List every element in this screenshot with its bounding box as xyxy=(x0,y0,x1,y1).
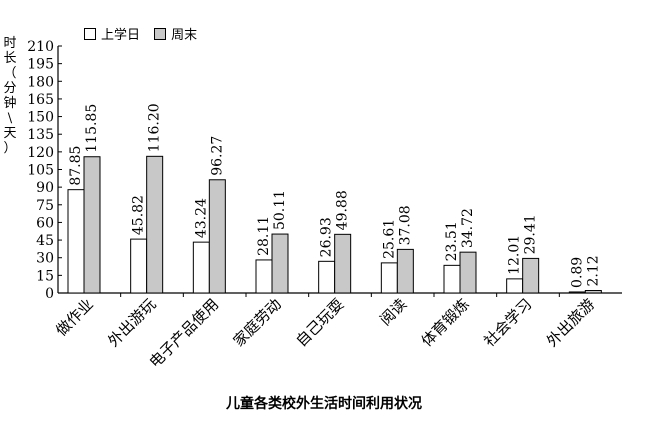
data-label-weekend-4: 49.88 xyxy=(335,190,351,230)
y-axis-label-char: 长 xyxy=(3,51,17,66)
bar-weekend-8 xyxy=(584,290,602,294)
data-label-weekday-8: 0.89 xyxy=(569,257,585,288)
data-label-weekday-5: 25.61 xyxy=(381,219,397,259)
data-label-weekday-3: 28.11 xyxy=(256,216,272,256)
bar-weekday-5 xyxy=(380,262,398,294)
bar-weekend-6 xyxy=(459,251,477,294)
chart-legend: 上学日 周末 xyxy=(84,24,207,43)
y-axis-label-char: \ xyxy=(7,111,13,126)
y-tick-label: 60 xyxy=(36,215,54,231)
y-tick-label: 30 xyxy=(36,251,54,267)
data-label-weekend-8: 2.12 xyxy=(585,255,601,286)
bar-weekend-3 xyxy=(271,233,289,294)
data-label-weekend-0: 115.85 xyxy=(84,104,100,153)
y-axis-label-char: 分 xyxy=(3,81,17,96)
legend-item-weekday: 上学日 xyxy=(84,24,140,43)
data-label-weekday-0: 87.85 xyxy=(68,146,84,186)
bar-weekday-8 xyxy=(568,291,586,294)
x-tick-label-6: 体育锻炼 xyxy=(418,295,473,350)
y-axis-label-char: 时 xyxy=(3,36,17,51)
x-tick-label-5: 阅读 xyxy=(376,295,410,329)
bar-weekday-2 xyxy=(192,241,210,294)
y-axis-label-char: ） xyxy=(3,141,17,156)
data-label-weekend-5: 37.08 xyxy=(397,205,413,245)
data-label-weekend-2: 96.27 xyxy=(209,136,225,176)
bar-weekend-1 xyxy=(146,155,164,294)
data-label-weekend-1: 116.20 xyxy=(147,103,163,152)
data-label-weekday-7: 12.01 xyxy=(507,235,523,275)
bar-weekday-3 xyxy=(255,259,273,294)
y-tick-label: 120 xyxy=(27,145,54,161)
y-tick-label: 195 xyxy=(27,57,54,73)
y-tick-label: 135 xyxy=(27,127,54,143)
legend-item-weekend: 周末 xyxy=(154,24,197,43)
bar-weekday-4 xyxy=(318,260,336,294)
y-tick-label: 150 xyxy=(27,110,54,126)
chart-title: 儿童各类校外生活时间利用状况 xyxy=(226,396,422,412)
bar-weekday-0 xyxy=(67,189,85,294)
y-tick-label: 0 xyxy=(45,286,54,302)
data-label-weekday-4: 26.93 xyxy=(319,217,335,257)
bar-weekday-6 xyxy=(443,264,461,294)
bar-weekend-2 xyxy=(208,179,226,294)
data-label-weekend-6: 34.72 xyxy=(460,208,476,248)
y-tick-label: 165 xyxy=(27,92,54,108)
y-tick-label: 90 xyxy=(36,180,54,196)
bar-weekend-4 xyxy=(334,233,352,294)
legend-swatch-weekday xyxy=(84,28,96,40)
bar-weekend-7 xyxy=(522,257,540,294)
y-tick-label: 45 xyxy=(36,233,54,249)
x-tick-label-0: 做作业 xyxy=(52,295,97,340)
bar-weekday-1 xyxy=(130,238,148,294)
y-tick-label: 75 xyxy=(36,198,54,214)
legend-label-weekend: 周末 xyxy=(171,28,198,43)
x-tick-label-4: 自己玩耍 xyxy=(292,295,347,350)
bar-weekend-5 xyxy=(396,248,414,294)
data-label-weekend-7: 29.41 xyxy=(523,214,539,254)
x-tick-label-7: 社会学习 xyxy=(480,295,535,350)
data-label-weekend-3: 50.11 xyxy=(272,190,288,230)
y-axis-label: 时长（分钟 \ 天） xyxy=(2,36,18,156)
y-axis-label-char: （ xyxy=(3,66,17,81)
x-tick-label-3: 家庭劳动 xyxy=(230,295,285,350)
y-tick-label: 180 xyxy=(27,74,54,90)
y-axis-label-char: 钟 xyxy=(3,96,17,111)
legend-swatch-weekend xyxy=(154,28,167,40)
x-tick-label-8: 外出旅游 xyxy=(543,295,598,350)
bar-weekend-0 xyxy=(83,156,101,294)
data-label-weekday-6: 23.51 xyxy=(444,221,460,261)
y-tick-label: 210 xyxy=(27,39,54,55)
y-tick-label: 105 xyxy=(27,163,54,179)
bar-weekday-7 xyxy=(506,278,524,294)
data-label-weekday-2: 43.24 xyxy=(193,198,209,238)
y-tick-label: 15 xyxy=(36,268,54,284)
x-tick-label-1: 外出游玩 xyxy=(104,295,159,350)
y-axis-label-char: 天 xyxy=(3,126,17,141)
data-label-weekday-1: 45.82 xyxy=(131,195,147,235)
legend-label-weekday: 上学日 xyxy=(101,28,141,43)
chart-bars xyxy=(67,155,602,294)
